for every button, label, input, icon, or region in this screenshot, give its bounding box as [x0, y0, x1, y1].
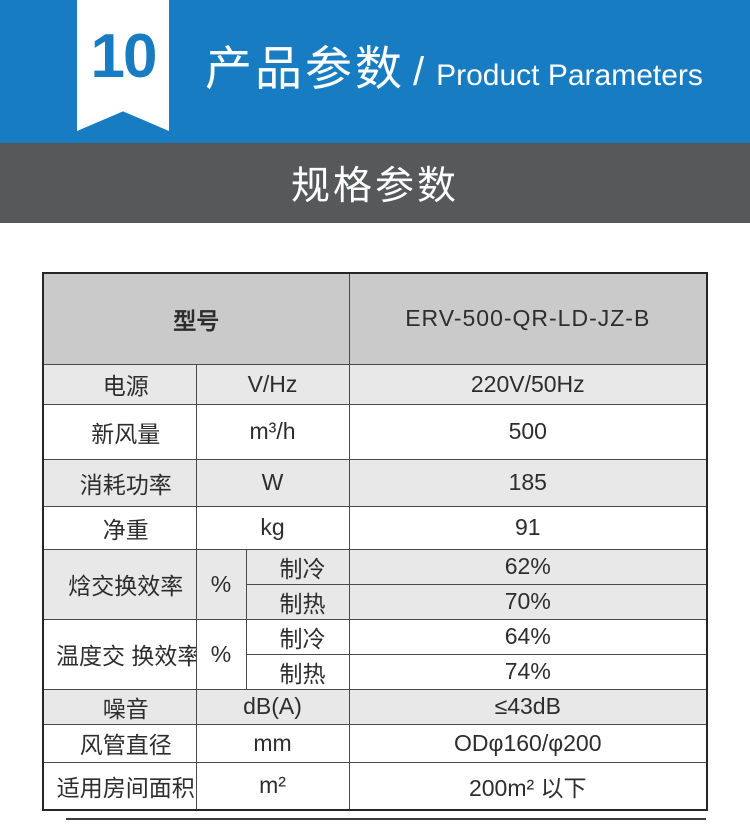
temp-heating-value: 74%: [348, 653, 708, 690]
section-title-en: Product Parameters: [436, 59, 703, 92]
weight-label: 净重: [42, 505, 197, 550]
duct-label: 风管直径: [42, 723, 197, 763]
enthalpy-heating-label: 制热: [245, 583, 350, 620]
consumption-value: 185: [348, 458, 708, 507]
power-unit: V/Hz: [195, 363, 350, 405]
airflow-label: 新风量: [42, 403, 197, 460]
noise-value: ≤43dB: [348, 688, 708, 725]
section-number: 10: [90, 22, 158, 91]
power-value: 220V/50Hz: [348, 363, 708, 405]
section-title: 产品参数 / Product Parameters: [205, 0, 703, 138]
temp-cooling-value: 64%: [348, 618, 708, 655]
consumption-unit: W: [195, 458, 350, 507]
weight-value: 91: [348, 505, 708, 550]
title-separator: /: [413, 50, 425, 94]
airflow-value: 500: [348, 403, 708, 460]
temp-exchange-label: 温度交 换效率: [42, 618, 197, 690]
section-banner: 10 产品参数 / Product Parameters: [0, 0, 750, 143]
noise-label: 噪音: [42, 688, 197, 725]
enthalpy-unit: %: [195, 548, 247, 620]
temp-heating-label: 制热: [245, 653, 350, 690]
power-label: 电源: [42, 363, 197, 405]
duct-value: ODφ160/φ200: [348, 723, 708, 763]
area-unit: m²: [195, 761, 350, 811]
weight-unit: kg: [195, 505, 350, 550]
duct-unit: mm: [195, 723, 350, 763]
spec-subheader-bar: 规格参数: [0, 143, 750, 223]
noise-unit: dB(A): [195, 688, 350, 725]
section-title-zh: 产品参数: [205, 42, 405, 95]
area-value: 200m² 以下: [348, 761, 708, 811]
temp-cooling-label: 制冷: [245, 618, 350, 655]
area-label: 适用房间面积: [42, 761, 197, 811]
section-number-ribbon: 10: [77, 0, 169, 131]
enthalpy-label: 焓交换效率: [42, 548, 197, 620]
spec-table: 型号 ERV-500-QR-LD-JZ-B 电源 V/Hz 220V/50Hz …: [42, 272, 709, 811]
model-value-cell: ERV-500-QR-LD-JZ-B: [348, 272, 708, 365]
bottom-divider: [66, 818, 706, 820]
consumption-label: 消耗功率: [42, 458, 197, 507]
temp-exchange-unit: %: [195, 618, 247, 690]
model-label-cell: 型号: [42, 272, 350, 365]
airflow-unit: m³/h: [195, 403, 350, 460]
spec-subheader-title: 规格参数: [290, 165, 459, 208]
enthalpy-cooling-value: 62%: [348, 548, 708, 585]
enthalpy-heating-value: 70%: [348, 583, 708, 620]
enthalpy-cooling-label: 制冷: [245, 548, 350, 585]
